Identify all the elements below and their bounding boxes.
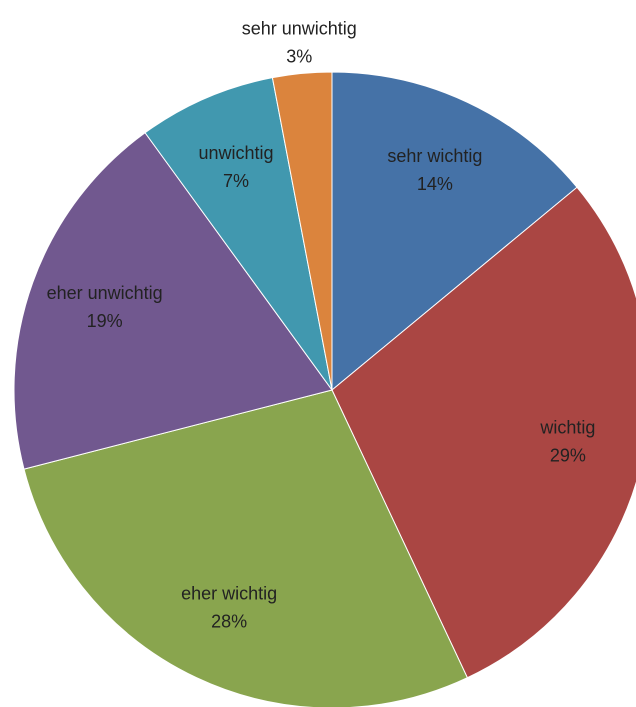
pie-slice — [271, 71, 333, 391]
slice-value-label: 28% — [211, 611, 247, 631]
slice-label: unwichtig — [198, 143, 273, 163]
slice-label: eher unwichtig — [47, 283, 163, 303]
pie-slice — [331, 186, 636, 679]
slice-label: wichtig — [539, 417, 595, 437]
slice-value-label: 19% — [87, 311, 123, 331]
slice-value-label: 7% — [223, 171, 249, 191]
slice-value-label: 14% — [417, 174, 453, 194]
slice-label: sehr wichtig — [387, 146, 482, 166]
slice-value-label: 3% — [286, 46, 312, 66]
pie-slice — [331, 71, 578, 392]
slice-value-label: 29% — [550, 445, 586, 465]
pie-slice — [144, 77, 333, 391]
slice-label: sehr unwichtig — [242, 18, 357, 38]
pie-slice — [23, 389, 469, 707]
slice-label: eher wichtig — [181, 583, 277, 603]
pie-slice — [13, 132, 333, 470]
